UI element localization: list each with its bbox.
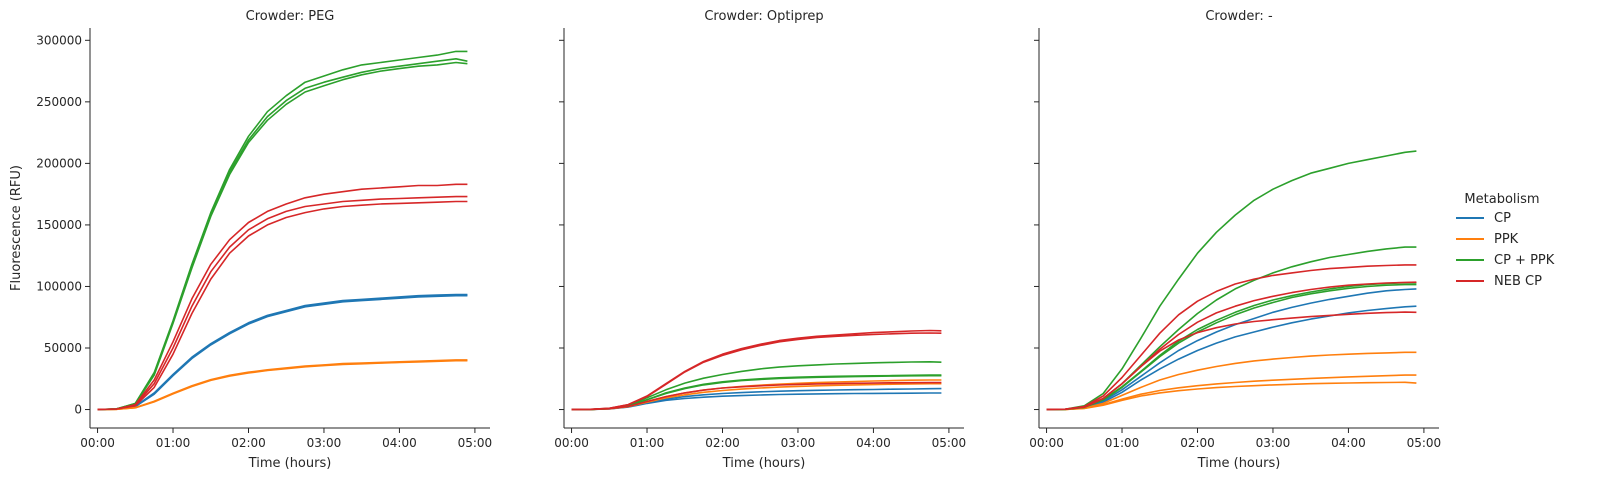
- y-tick-label: 50000: [44, 341, 82, 355]
- legend-item-neb-cp: NEB CP: [1456, 274, 1542, 289]
- panels: Crowder: PEG 00:00 01:00 02:00 03:00 04:00 05:…: [9, 9, 1441, 471]
- panel-2: Crowder: Optiprep 00:00 01:00 02:00 03:00 04:…: [554, 9, 966, 471]
- x-tick-label: 04:00: [382, 436, 417, 450]
- series-line-cp-ppk: [1046, 246, 1417, 411]
- series-line-ppk: [97, 359, 468, 411]
- y-tick-label: 150000: [36, 218, 82, 232]
- y-tick-label: 0: [74, 403, 82, 417]
- panel-title: Crowder: Optiprep: [704, 9, 823, 24]
- series-lines: [97, 50, 468, 411]
- series-line-ppk: [1046, 374, 1417, 411]
- series-line-cp-ppk: [97, 50, 468, 411]
- series-line-neb-cp: [571, 332, 942, 411]
- y-tick-label: 300000: [36, 33, 82, 47]
- x-tick-label: 00:00: [80, 436, 115, 450]
- legend: Metabolism CP PPK CP + PPK NEB CP: [1456, 192, 1555, 289]
- x-tick-label: 00:00: [1029, 436, 1064, 450]
- panel-3: Crowder: - 00:00 01:00 02:00 03:00 04:00 05:00…: [1029, 9, 1441, 471]
- legend-item-cp: CP: [1456, 211, 1511, 226]
- series-line-cp: [97, 294, 468, 411]
- legend-label: CP + PPK: [1494, 253, 1555, 268]
- x-axis-label: Time (hours): [248, 456, 332, 471]
- x-tick-label: 02:00: [705, 436, 740, 450]
- legend-item-cp-ppk: CP + PPK: [1456, 253, 1555, 268]
- series-line-neb-cp: [1046, 264, 1417, 411]
- legend-items: CP PPK CP + PPK NEB CP: [1456, 211, 1555, 289]
- x-tick-label: 01:00: [156, 436, 191, 450]
- x-tick-label: 02:00: [231, 436, 266, 450]
- x-axis-label: Time (hours): [1197, 456, 1281, 471]
- x-tick-label: 03:00: [781, 436, 816, 450]
- y-tick-label: 100000: [36, 279, 82, 293]
- panel-1: Crowder: PEG 00:00 01:00 02:00 03:00 04:00 05:…: [9, 9, 492, 471]
- legend-label: NEB CP: [1494, 274, 1542, 289]
- legend-label: CP: [1494, 211, 1511, 226]
- panel-title: Crowder: PEG: [246, 9, 335, 24]
- y-tick-label: 250000: [36, 95, 82, 109]
- series-line-neb-cp: [97, 200, 468, 411]
- x-tick-label: 04:00: [1331, 436, 1366, 450]
- x-tick-label: 05:00: [458, 436, 493, 450]
- x-tick-label: 01:00: [1105, 436, 1140, 450]
- series-line-neb-cp: [1046, 311, 1417, 411]
- x-tick-label: 00:00: [554, 436, 589, 450]
- series-line-cp-ppk: [97, 58, 468, 411]
- x-tick-label: 05:00: [1407, 436, 1442, 450]
- y-tick-label: 200000: [36, 156, 82, 170]
- panel-title: Crowder: -: [1205, 9, 1273, 24]
- series-line-cp-ppk: [571, 374, 942, 411]
- x-tick-label: 03:00: [1256, 436, 1291, 450]
- legend-title: Metabolism: [1464, 192, 1539, 207]
- x-axis-label: Time (hours): [722, 456, 806, 471]
- series-line-cp: [1046, 305, 1417, 411]
- legend-item-ppk: PPK: [1456, 232, 1519, 247]
- series-lines: [1046, 150, 1417, 411]
- x-tick-label: 05:00: [932, 436, 967, 450]
- x-tick-label: 03:00: [307, 436, 342, 450]
- series-line-cp-ppk: [1046, 282, 1417, 411]
- legend-label: PPK: [1494, 232, 1519, 247]
- series-line-neb-cp: [571, 381, 942, 411]
- series-line-ppk: [1046, 351, 1417, 411]
- x-tick-label: 01:00: [630, 436, 665, 450]
- y-axis-label: Fluorescence (RFU): [9, 165, 24, 291]
- series-line-cp-ppk: [1046, 150, 1417, 411]
- series-line-neb-cp: [97, 195, 468, 411]
- series-line-cp: [97, 293, 468, 411]
- x-tick-label: 04:00: [856, 436, 891, 450]
- series-line-cp-ppk: [1046, 283, 1417, 411]
- x-tick-label: 02:00: [1180, 436, 1215, 450]
- series-line-neb-cp: [97, 183, 468, 411]
- series-line-neb-cp: [1046, 281, 1417, 411]
- series-line-cp-ppk: [97, 61, 468, 411]
- series-lines: [571, 329, 942, 411]
